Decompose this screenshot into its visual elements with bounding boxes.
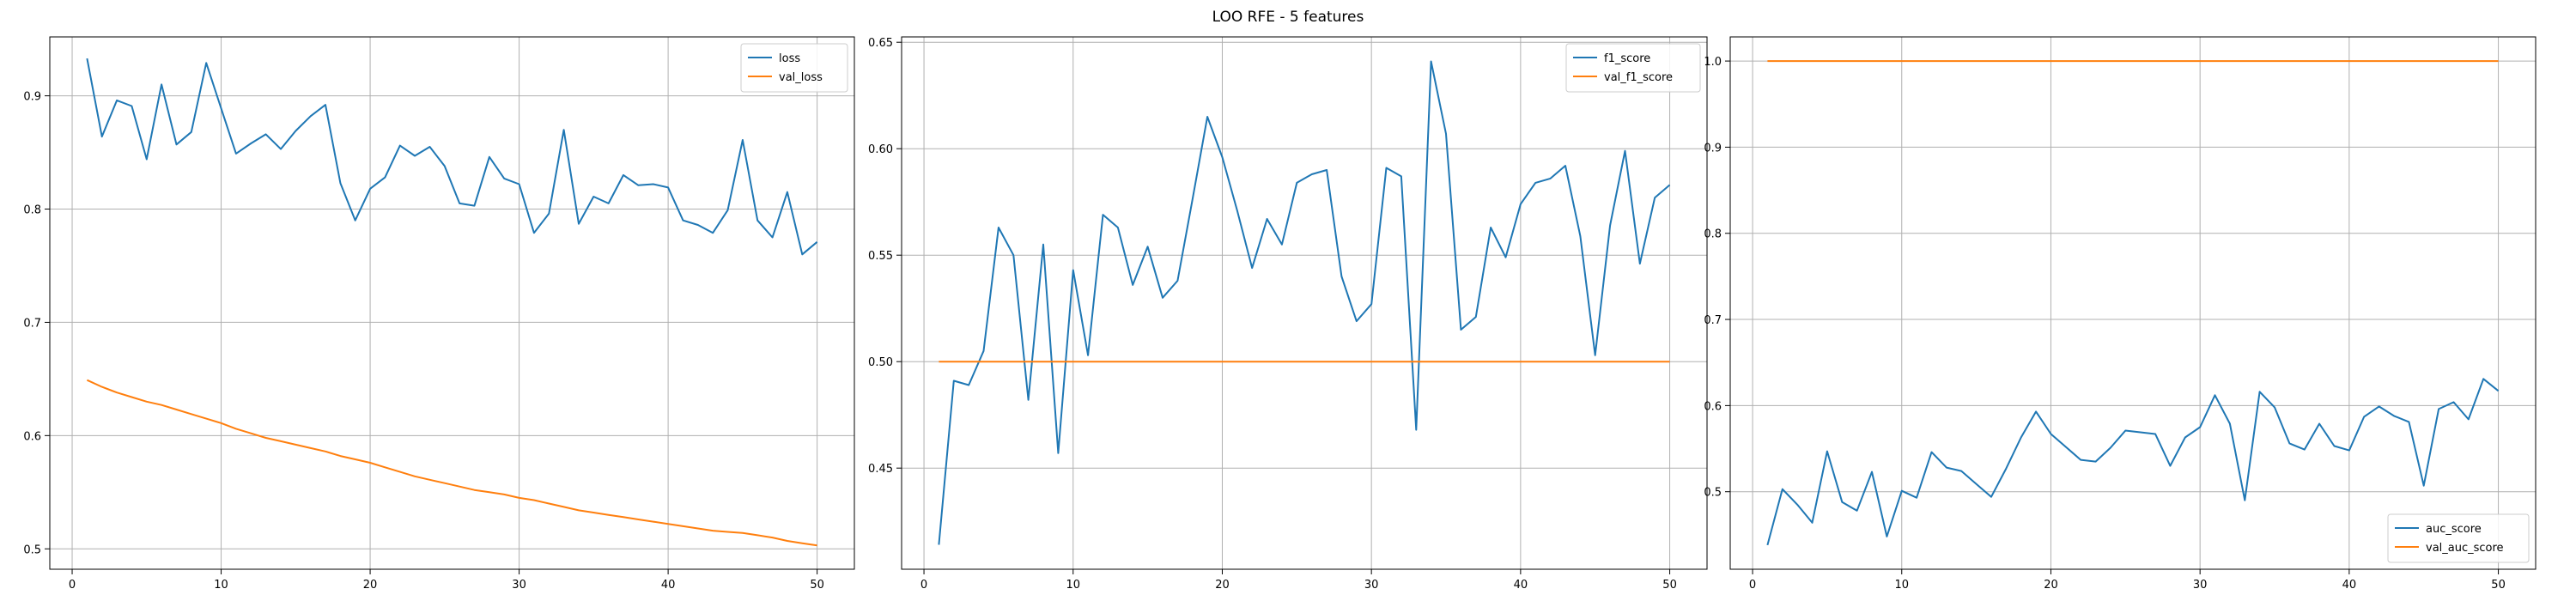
- x-tick-label: 50: [2491, 579, 2506, 592]
- legend-label-val_f1_score: val_f1_score: [1604, 71, 1673, 84]
- axes-frame: [49, 36, 855, 570]
- y-tick-label: 0.6: [1704, 400, 1722, 413]
- y-tick-label: 0.6: [23, 430, 41, 443]
- axes-frame: [901, 36, 1708, 570]
- x-tick-label: 50: [810, 579, 824, 592]
- y-tick-label: 0.5: [23, 543, 41, 556]
- x-tick-label: 30: [512, 579, 526, 592]
- y-tick-label: 0.5: [1704, 487, 1722, 500]
- legend: loss val_loss: [740, 43, 848, 93]
- y-tick-label: 0.8: [23, 204, 41, 217]
- y-tick-label: 0.55: [868, 250, 893, 263]
- y-tick-label: 0.7: [23, 317, 41, 330]
- legend: auc_score val_auc_score: [2387, 513, 2530, 563]
- legend-label-f1_score: f1_score: [1604, 52, 1650, 65]
- y-tick-label: 0.7: [1704, 314, 1722, 327]
- x-tick-label: 10: [1066, 579, 1080, 592]
- x-tick-label: 20: [2044, 579, 2058, 592]
- figure-title: LOO RFE - 5 features: [1212, 9, 1364, 26]
- axes-frame: [1729, 36, 2537, 570]
- x-tick-label: 20: [363, 579, 378, 592]
- y-tick-label: 0.45: [868, 463, 893, 476]
- chart-panel-2: 0 10 20 30 40 50 0.45 0.50 0.55 0.60 0.65 f1_scorev…: [868, 36, 1708, 592]
- x-tick-label: 30: [1364, 579, 1379, 592]
- legend-box: [740, 43, 848, 93]
- series-line-auc_score: [1766, 378, 2500, 546]
- legend-label-loss: loss: [779, 52, 800, 65]
- x-tick-label: 40: [661, 579, 676, 592]
- legend-box: [1565, 43, 1701, 93]
- series-line-loss: [86, 58, 818, 256]
- y-tick-label: 0.8: [1704, 228, 1722, 241]
- legend-label-val_auc_score: val_auc_score: [2426, 542, 2504, 555]
- x-tick-label: 0: [69, 579, 76, 592]
- y-tick-label: 0.60: [868, 143, 893, 156]
- legend-box: [2387, 513, 2530, 563]
- x-tick-label: 50: [1662, 579, 1677, 592]
- chart-panel-3: 0 10 20 30 40 50 0.5 0.6 0.7 0.8 0.9 1.0 auc_scoreva…: [1704, 36, 2537, 592]
- y-tick-label: 0.50: [868, 356, 893, 369]
- legend: f1_score val_f1_score: [1565, 43, 1701, 93]
- x-tick-label: 20: [1215, 579, 1230, 592]
- x-tick-label: 10: [1894, 579, 1909, 592]
- legend-label-val_loss: val_loss: [779, 71, 823, 84]
- x-tick-label: 30: [2193, 579, 2208, 592]
- y-tick-label: 0.9: [23, 91, 41, 104]
- legend-label-auc_score: auc_score: [2426, 523, 2482, 536]
- x-tick-label: 0: [1749, 579, 1756, 592]
- chart-panel-1: 0 10 20 30 40 50 0.5 0.6 0.7 0.8 0.9 loss val_loss: [23, 36, 855, 592]
- x-tick-label: 40: [2342, 579, 2357, 592]
- series-line-f1_score: [938, 60, 1671, 545]
- x-tick-label: 40: [1514, 579, 1528, 592]
- x-tick-label: 10: [214, 579, 228, 592]
- y-tick-label: 0.65: [868, 37, 893, 50]
- y-tick-label: 1.0: [1704, 56, 1722, 69]
- y-tick-label: 0.9: [1704, 142, 1722, 155]
- x-tick-label: 0: [920, 579, 927, 592]
- series-line-val_loss: [86, 379, 817, 547]
